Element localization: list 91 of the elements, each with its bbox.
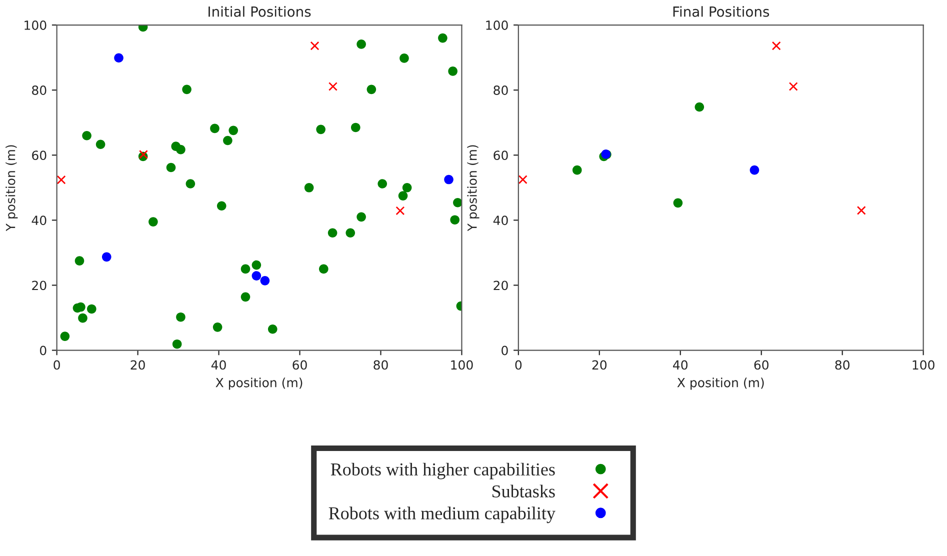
y-tick-label: 0 xyxy=(40,346,46,356)
point xyxy=(252,271,262,280)
point xyxy=(240,292,250,302)
point xyxy=(356,40,366,49)
x-tick-label: 100 xyxy=(451,360,473,370)
y-tick-label: 80 xyxy=(494,86,508,95)
point xyxy=(212,322,222,332)
point xyxy=(572,165,582,175)
point xyxy=(328,228,338,238)
point xyxy=(304,182,314,192)
point xyxy=(176,312,186,322)
point xyxy=(673,198,683,208)
point xyxy=(210,124,220,134)
point xyxy=(223,136,232,146)
point xyxy=(400,54,409,63)
legend-label: Subtasks xyxy=(492,484,555,498)
x-axis-title: X position (m) xyxy=(677,378,764,390)
y-tick-label: 0 xyxy=(502,346,508,356)
point xyxy=(316,124,326,134)
point xyxy=(448,66,458,76)
point xyxy=(176,144,186,154)
point xyxy=(310,41,320,50)
y-tick-label: 100 xyxy=(486,20,508,30)
point xyxy=(166,162,176,172)
y-tick-label: 100 xyxy=(24,20,46,30)
point xyxy=(438,33,448,43)
point xyxy=(260,276,270,286)
x-tick-label: 60 xyxy=(754,360,768,370)
point xyxy=(398,191,408,200)
point xyxy=(856,206,866,215)
point xyxy=(228,126,238,136)
point xyxy=(378,179,388,188)
x-tick-label: 80 xyxy=(835,360,850,370)
point xyxy=(772,41,781,50)
point xyxy=(102,252,112,262)
x-tick-label: 40 xyxy=(211,360,226,370)
point xyxy=(148,217,158,226)
x-tick-label: 60 xyxy=(292,360,307,370)
point xyxy=(252,260,262,270)
point xyxy=(56,175,66,184)
point xyxy=(78,313,88,323)
y-tick-label: 20 xyxy=(494,280,508,290)
legend-label: Robots with medium capability xyxy=(328,506,556,524)
point xyxy=(518,175,528,184)
x-tick-label: 20 xyxy=(130,360,145,370)
x-tick-label: 0 xyxy=(515,360,522,370)
point xyxy=(82,130,92,140)
point xyxy=(60,332,70,341)
point xyxy=(172,339,182,349)
point xyxy=(182,84,192,94)
y-axis-title: Y position (m) xyxy=(6,145,18,232)
y-axis-title: Y position (m) xyxy=(467,145,480,232)
point xyxy=(453,198,462,208)
point xyxy=(138,150,148,159)
y-tick-label: 80 xyxy=(32,86,46,95)
point xyxy=(186,179,196,188)
legend-label: Robots with higher capabilities xyxy=(330,462,555,480)
x-tick-label: 20 xyxy=(592,360,607,370)
point xyxy=(396,206,405,216)
point xyxy=(328,82,338,91)
point xyxy=(366,84,376,94)
point xyxy=(346,228,356,238)
point xyxy=(450,215,460,225)
point xyxy=(114,53,124,63)
point xyxy=(74,256,84,266)
point xyxy=(350,122,360,132)
y-tick-label: 40 xyxy=(493,216,508,226)
point xyxy=(694,102,704,112)
x-tick-label: 40 xyxy=(673,360,688,370)
point xyxy=(86,304,96,314)
x-tick-label: 80 xyxy=(374,360,388,370)
point xyxy=(750,165,760,175)
point xyxy=(216,201,226,211)
x-axis-title: X position (m) xyxy=(216,378,302,390)
y-tick-label: 40 xyxy=(32,216,46,226)
point xyxy=(788,82,798,91)
point xyxy=(402,182,412,192)
point xyxy=(96,140,106,150)
y-tick-label: 20 xyxy=(32,280,46,290)
x-tick-label: 100 xyxy=(912,360,934,370)
y-tick-label: 60 xyxy=(32,150,46,160)
chart-title: Initial Positions xyxy=(208,6,311,17)
y-tick-label: 60 xyxy=(494,150,508,160)
point xyxy=(356,212,366,222)
chart-title: Final Positions xyxy=(673,6,770,17)
point xyxy=(240,264,250,274)
point xyxy=(268,324,278,334)
point xyxy=(318,264,328,274)
point xyxy=(76,302,86,312)
x-tick-label: 0 xyxy=(54,360,60,370)
point xyxy=(444,174,454,184)
